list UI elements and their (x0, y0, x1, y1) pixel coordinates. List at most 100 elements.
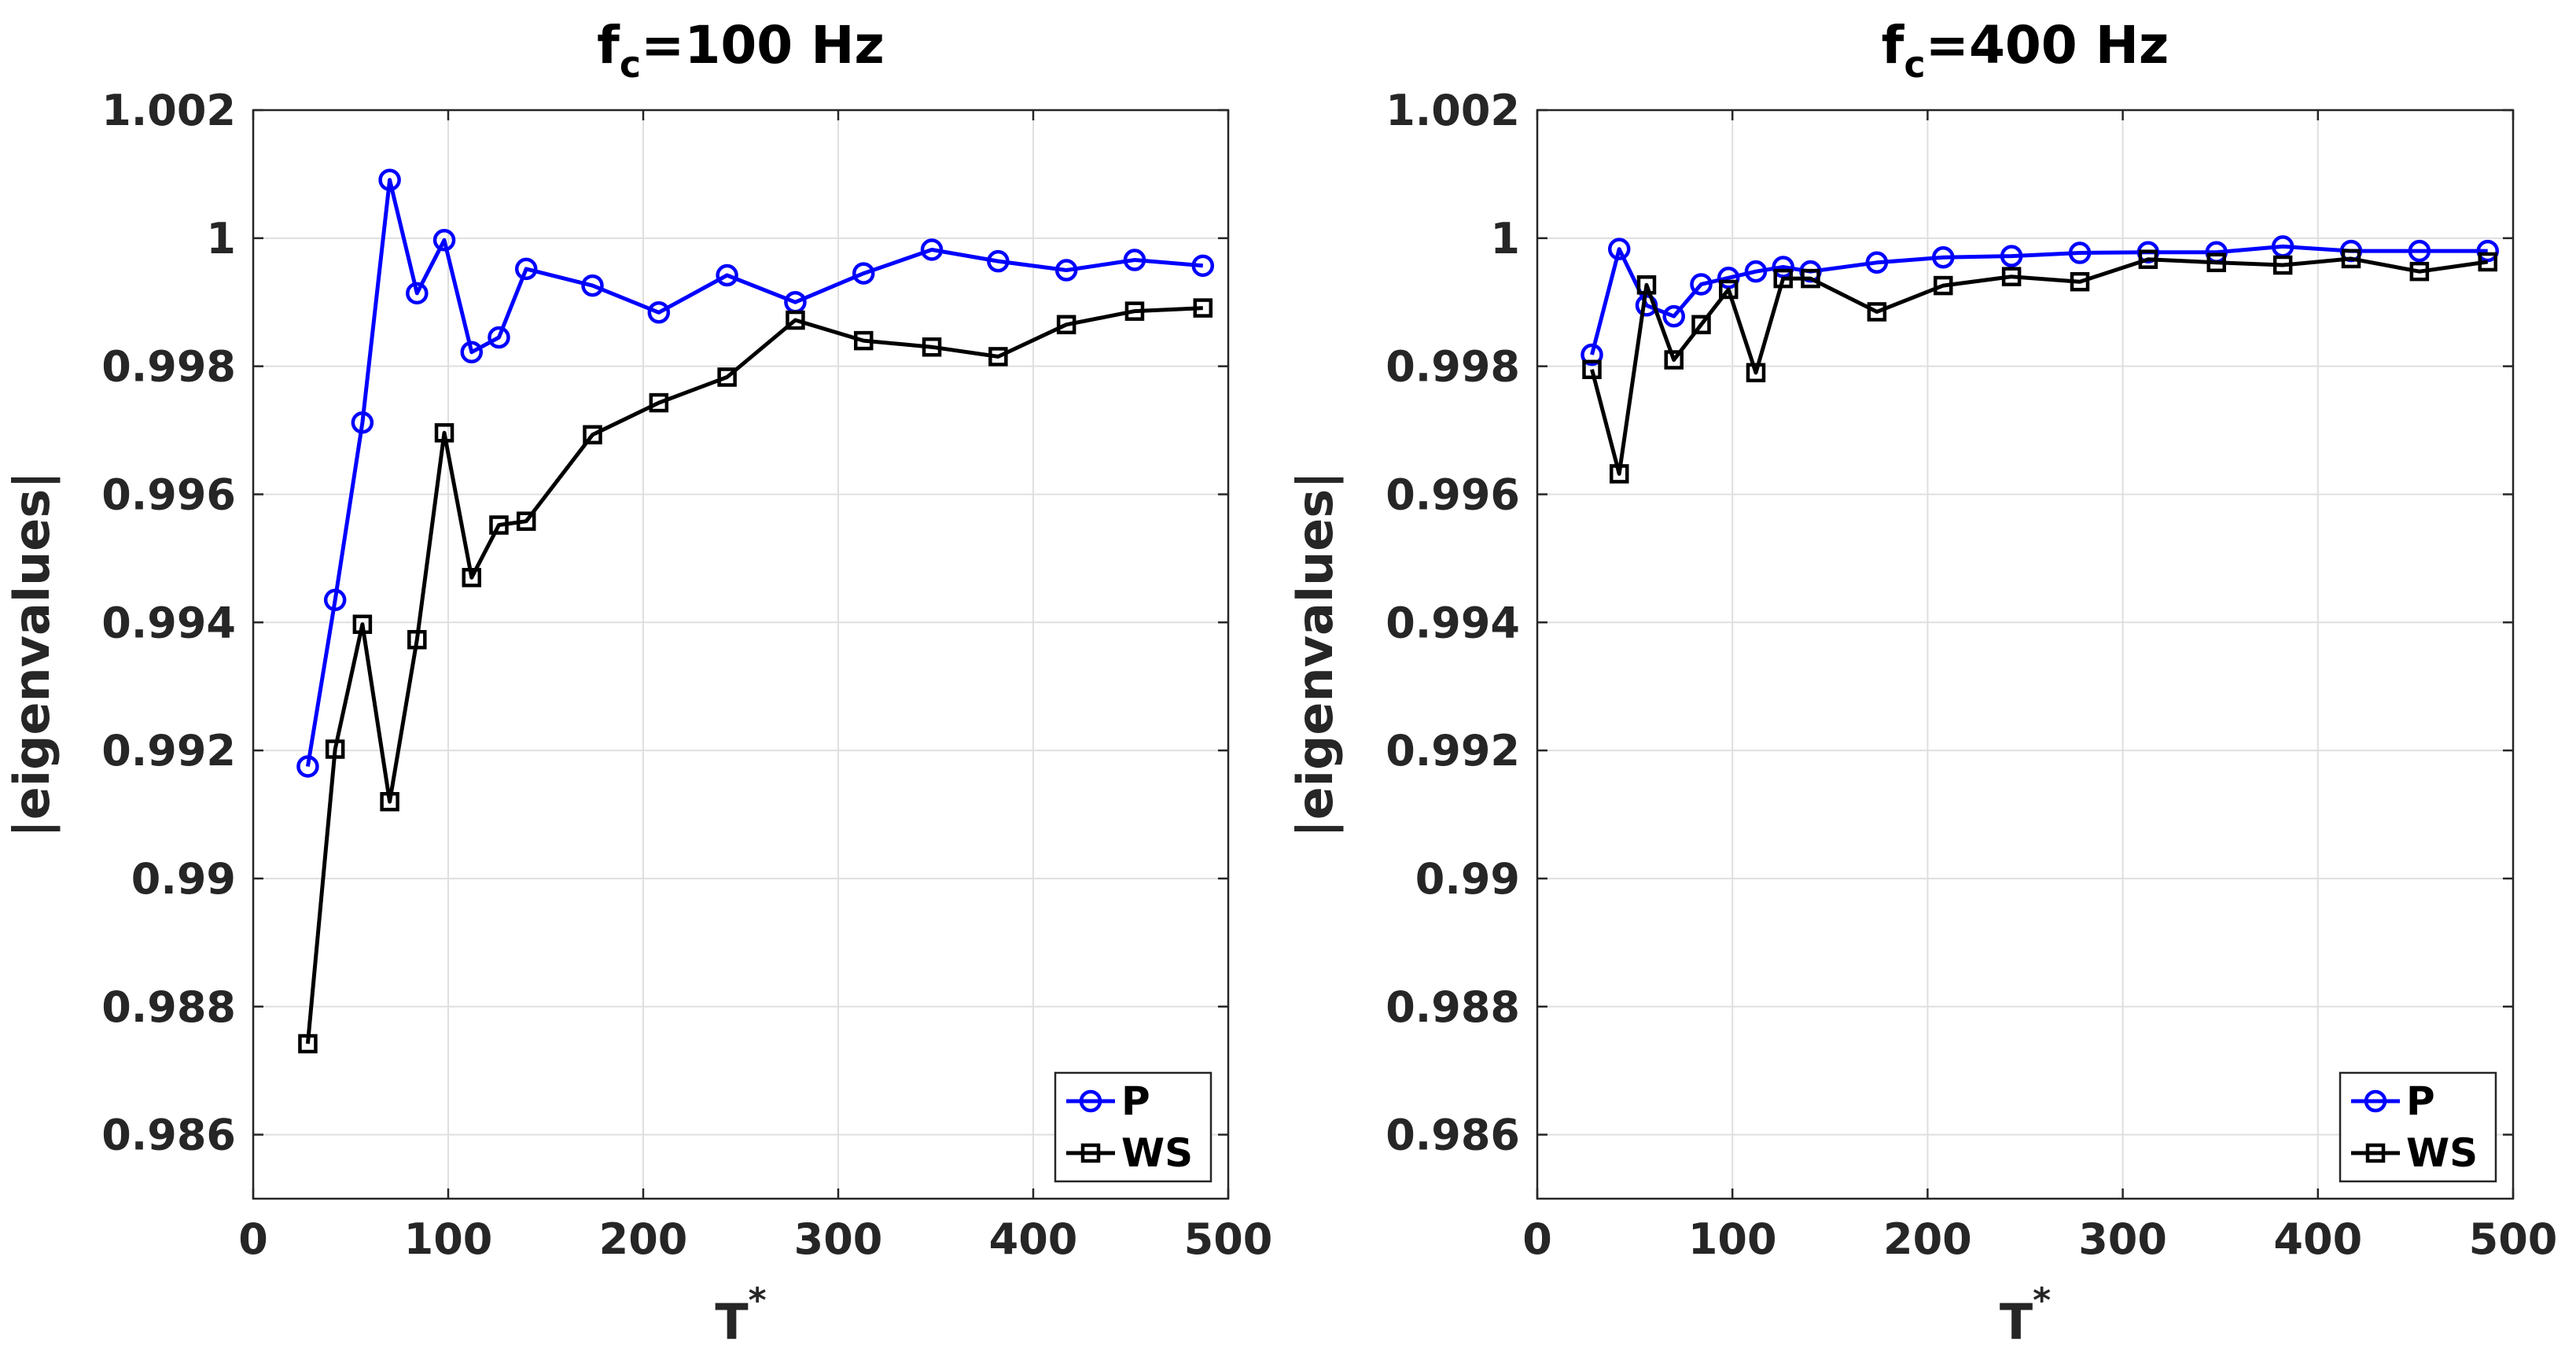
chart-title-subscript: c (1904, 43, 1925, 86)
x-axis-label: T* (2000, 1280, 2051, 1350)
chart-title-rest: =400 Hz (1926, 15, 2169, 76)
data-point-P (1191, 254, 1215, 278)
data-point-P (1932, 245, 1955, 269)
data-point-WS (649, 392, 669, 413)
data-point-P (488, 326, 510, 349)
chart-title-subscript: c (620, 43, 641, 86)
data-point-P (647, 301, 671, 324)
y-tick-label: 1 (1490, 214, 1520, 263)
data-point-P (378, 168, 401, 191)
x-axis-label-superscript: * (2033, 1280, 2051, 1321)
y-tick-label: 0.998 (1386, 342, 1520, 392)
data-point-WS (988, 347, 1008, 367)
axes-box (1536, 109, 2515, 1200)
data-point-WS (1801, 268, 1820, 289)
legend: P WS (1054, 1071, 1213, 1183)
data-point-WS (583, 425, 602, 445)
x-tick-label: 500 (2469, 1214, 2558, 1264)
data-point-P (351, 411, 374, 434)
data-point-P (1744, 260, 1768, 283)
data-point-WS (853, 330, 874, 351)
x-tick-label: 100 (404, 1214, 493, 1264)
x-tick-label: 300 (2078, 1214, 2167, 1264)
data-point-P (1123, 249, 1146, 271)
legend-marker-WS (1080, 1143, 1101, 1163)
plot-area (253, 110, 1228, 1199)
data-point-WS (1867, 302, 1887, 322)
data-point-P (852, 262, 875, 285)
data-point-P (2068, 241, 2092, 264)
x-tick-label: 300 (794, 1214, 883, 1264)
y-tick-label: 0.988 (101, 982, 236, 1032)
x-axis-label-main: T (2000, 1293, 2033, 1350)
y-tick-label: 1 (206, 214, 236, 263)
data-point-WS (2001, 267, 2022, 286)
legend-marker-WS (2365, 1143, 2386, 1163)
x-tick-label: 200 (599, 1214, 688, 1264)
legend-label-WS: WS (1121, 1130, 1193, 1176)
data-point-P (323, 588, 347, 612)
data-point-P (1690, 273, 1713, 296)
data-point-P (2408, 239, 2431, 263)
y-tick-label: 0.992 (101, 726, 236, 776)
chart-title-main: f (1882, 15, 1905, 76)
data-point-WS (2409, 261, 2430, 282)
legend-box (2339, 1071, 2497, 1183)
data-point-WS (1636, 275, 1657, 295)
data-point-P (1054, 259, 1078, 282)
data-point-WS (1193, 298, 1213, 318)
chart-title: fc=100 Hz (597, 15, 885, 86)
data-point-P (1717, 267, 1740, 289)
y-tick-label: 0.994 (1386, 598, 1520, 647)
data-point-WS (1124, 301, 1145, 321)
y-tick-label: 0.996 (101, 470, 236, 519)
data-point-P (514, 257, 538, 281)
x-axis-label: T* (715, 1280, 766, 1350)
data-point-P (1662, 304, 1685, 328)
data-point-WS (1718, 279, 1739, 300)
data-point-P (2476, 239, 2499, 263)
chart-title: fc=400 Hz (1882, 15, 2169, 86)
series-WS (298, 298, 1213, 1054)
data-point-WS (407, 630, 427, 650)
series-P (296, 168, 1215, 778)
data-point-WS (462, 568, 482, 588)
data-point-P (581, 274, 604, 297)
y-tick-label: 0.99 (1415, 854, 1520, 904)
legend-label-P: P (1121, 1078, 1150, 1124)
x-tick-label: 100 (1688, 1214, 1777, 1264)
chart-title-main: f (597, 15, 620, 76)
data-point-P (432, 229, 456, 252)
data-point-WS (1056, 315, 1076, 334)
legend-box (1054, 1071, 1213, 1183)
chart-title-rest: =100 Hz (641, 15, 885, 76)
data-point-P (1607, 238, 1631, 260)
x-axis-label-main: T (715, 1293, 748, 1350)
data-point-WS (786, 310, 805, 330)
x-tick-label: 0 (1522, 1214, 1552, 1264)
data-point-WS (1582, 359, 1602, 379)
series-line-P (1590, 244, 2488, 356)
data-point-P (460, 341, 484, 363)
data-point-WS (489, 515, 509, 535)
legend-label-WS: WS (2406, 1130, 2478, 1176)
data-point-WS (1609, 464, 1629, 484)
y-tick-label: 0.992 (1386, 726, 1520, 776)
axes-box (252, 109, 1230, 1200)
y-tick-label: 0.99 (131, 854, 236, 904)
y-tick-label: 0.986 (1386, 1111, 1520, 1160)
data-point-P (1581, 343, 1603, 367)
data-point-WS (1773, 268, 1793, 289)
data-point-WS (1746, 363, 1766, 383)
plot-area (1537, 110, 2513, 1199)
data-point-WS (434, 423, 454, 443)
series-line-WS (1590, 256, 2489, 476)
x-tick-label: 400 (2273, 1214, 2362, 1264)
data-point-WS (516, 511, 536, 531)
y-tick-label: 0.994 (101, 598, 236, 647)
series-WS (1582, 249, 2497, 484)
data-point-P (406, 282, 429, 305)
data-point-P (716, 263, 738, 287)
y-tick-label: 0.998 (101, 342, 236, 392)
